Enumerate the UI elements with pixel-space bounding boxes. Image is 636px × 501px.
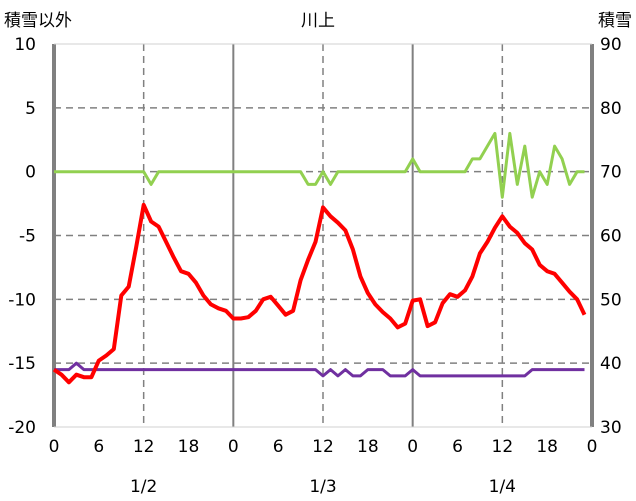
left-tick-label: -20	[8, 418, 36, 438]
right-tick-label: 30	[600, 418, 622, 438]
x-tick-label: 0	[587, 437, 598, 457]
left-tick-label: -15	[8, 354, 36, 374]
chart-title: 川上	[301, 11, 335, 31]
series-line-other	[54, 131, 585, 199]
right-tick-label: 90	[600, 35, 622, 55]
x-tick-label: 6	[93, 437, 104, 457]
left-tick-label: -10	[8, 290, 36, 310]
x-tick-label: 18	[357, 437, 379, 457]
series-line-snow	[54, 361, 585, 378]
x-tick-label: 6	[452, 437, 463, 457]
x-tick-label: 0	[49, 437, 60, 457]
x-tick-label: 18	[536, 437, 558, 457]
left-tick-label: 5	[25, 99, 36, 119]
series-line-temperature	[52, 202, 587, 385]
x-tick-label: 0	[228, 437, 239, 457]
left-axis-label: 積雪以外	[4, 11, 72, 31]
right-tick-label: 40	[600, 354, 622, 374]
x-tick-label: 18	[178, 437, 200, 457]
left-tick-label: 10	[14, 35, 36, 55]
x-tick-label: 12	[312, 437, 334, 457]
date-label: 1/3	[309, 477, 336, 497]
right-tick-label: 60	[600, 227, 622, 247]
x-tick-label: 0	[407, 437, 418, 457]
right-tick-label: 50	[600, 290, 622, 310]
x-tick-label: 12	[492, 437, 514, 457]
left-tick-label: -5	[19, 227, 36, 247]
left-tick-label: 0	[25, 163, 36, 183]
x-tick-label: 6	[273, 437, 284, 457]
date-label: 1/4	[489, 477, 516, 497]
x-tick-label: 12	[133, 437, 155, 457]
date-label: 1/2	[130, 477, 157, 497]
right-tick-label: 80	[600, 99, 622, 119]
right-tick-label: 70	[600, 163, 622, 183]
right-axis-label: 積雪	[598, 11, 632, 31]
